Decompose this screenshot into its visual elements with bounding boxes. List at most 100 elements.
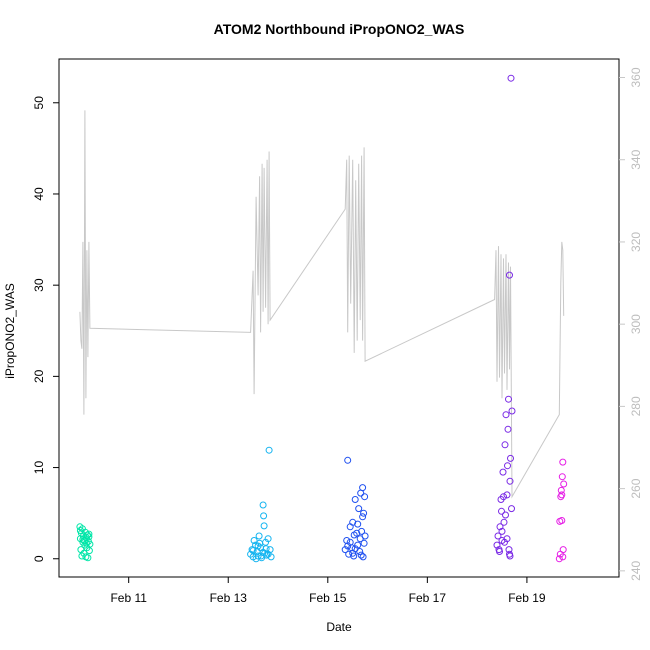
x-tick-label: Feb 15: [309, 591, 347, 605]
data-point: [508, 407, 516, 415]
y-right-tick-label: 360: [629, 67, 643, 87]
data-point: [76, 527, 84, 534]
data-point: [507, 454, 514, 462]
data-point: [505, 395, 512, 403]
data-point: [79, 536, 87, 544]
data-point: [359, 553, 367, 561]
data-point: [496, 523, 504, 531]
data-point: [80, 549, 88, 557]
points-layer: [76, 74, 568, 563]
x-tick-label: Feb 17: [409, 591, 447, 605]
y-axis-right: 240 260 280 300 320 340 360: [619, 67, 643, 581]
data-point: [508, 505, 515, 513]
y-right-tick-label: 280: [629, 396, 643, 416]
data-point: [499, 468, 507, 476]
data-point: [506, 550, 513, 558]
x-axis-label: Date: [326, 620, 352, 634]
data-point: [506, 271, 513, 279]
data-point: [505, 546, 513, 554]
data-point: [262, 545, 270, 553]
data-point: [255, 532, 263, 540]
data-point: [355, 505, 363, 513]
data-point: [82, 539, 90, 547]
data-point: [504, 462, 511, 470]
data-point: [503, 535, 511, 543]
data-point: [361, 493, 369, 501]
data-point: [502, 511, 509, 519]
data-point: [343, 537, 351, 544]
data-point: [498, 527, 506, 535]
y-right-tick-label: 240: [629, 561, 643, 581]
plot-frame: [58, 58, 620, 578]
y-axis-label: iPropONO2_WAS: [3, 283, 17, 379]
data-point: [349, 549, 357, 557]
data-point: [494, 532, 502, 540]
data-point: [496, 548, 503, 555]
data-point: [85, 530, 93, 538]
data-point: [350, 531, 358, 539]
x-tick-label: Feb 11: [110, 591, 147, 605]
y-right-tick-label: 320: [629, 232, 643, 252]
data-point: [556, 517, 564, 525]
y-tick-label: 40: [32, 187, 46, 201]
data-point: [344, 456, 352, 464]
data-point: [249, 547, 257, 555]
y-tick-label: 0: [32, 555, 46, 562]
data-point: [558, 473, 566, 481]
data-point: [259, 501, 267, 509]
data-point: [493, 541, 501, 549]
data-point: [260, 512, 268, 520]
data-point: [358, 527, 366, 535]
data-point: [506, 477, 514, 485]
data-point: [266, 546, 274, 554]
x-tick-label: Feb 13: [210, 591, 248, 605]
data-point: [356, 535, 364, 543]
data-point: [559, 546, 567, 554]
secondary-series-line: [79, 110, 565, 499]
x-axis: Feb 11 Feb 13 Feb 15 Feb 17 Feb 19: [110, 576, 546, 605]
data-point: [354, 520, 362, 528]
data-point: [360, 509, 368, 517]
data-point: [360, 539, 368, 547]
data-point: [500, 493, 507, 501]
data-point: [555, 555, 563, 563]
data-point: [83, 531, 91, 539]
data-point: [256, 539, 264, 547]
data-point: [559, 458, 567, 466]
data-point: [86, 540, 94, 548]
data-point: [557, 486, 565, 494]
y-tick-label: 10: [32, 461, 46, 475]
y-tick-label: 50: [32, 96, 46, 110]
data-point: [250, 537, 258, 544]
data-point: [498, 507, 505, 515]
data-point: [344, 542, 352, 550]
data-point: [559, 553, 567, 561]
data-point: [359, 484, 367, 492]
data-point: [502, 411, 510, 419]
data-point: [558, 491, 566, 499]
y-right-tick-label: 260: [629, 478, 643, 498]
y-right-tick-label: 300: [629, 314, 643, 334]
y-tick-label: 30: [32, 278, 46, 292]
data-point: [560, 480, 568, 488]
data-point: [359, 513, 367, 521]
data-point: [84, 554, 92, 562]
secondary-line-layer: [79, 110, 565, 499]
data-point: [507, 74, 515, 82]
data-point: [260, 522, 268, 530]
data-point: [357, 551, 365, 559]
data-point: [504, 425, 512, 433]
data-point: [356, 548, 364, 555]
data-point: [85, 533, 93, 541]
data-point: [257, 552, 265, 560]
y-right-tick-label: 340: [629, 149, 643, 169]
chart-title: ATOM2 Northbound iPropONO2_WAS: [214, 21, 465, 37]
y-axis: 0 10 20 30 40 50: [32, 96, 59, 562]
data-point: [351, 496, 359, 503]
data-point: [265, 446, 273, 454]
data-point: [501, 441, 509, 449]
data-point: [500, 518, 508, 526]
data-point: [503, 491, 511, 499]
data-point: [264, 535, 272, 543]
